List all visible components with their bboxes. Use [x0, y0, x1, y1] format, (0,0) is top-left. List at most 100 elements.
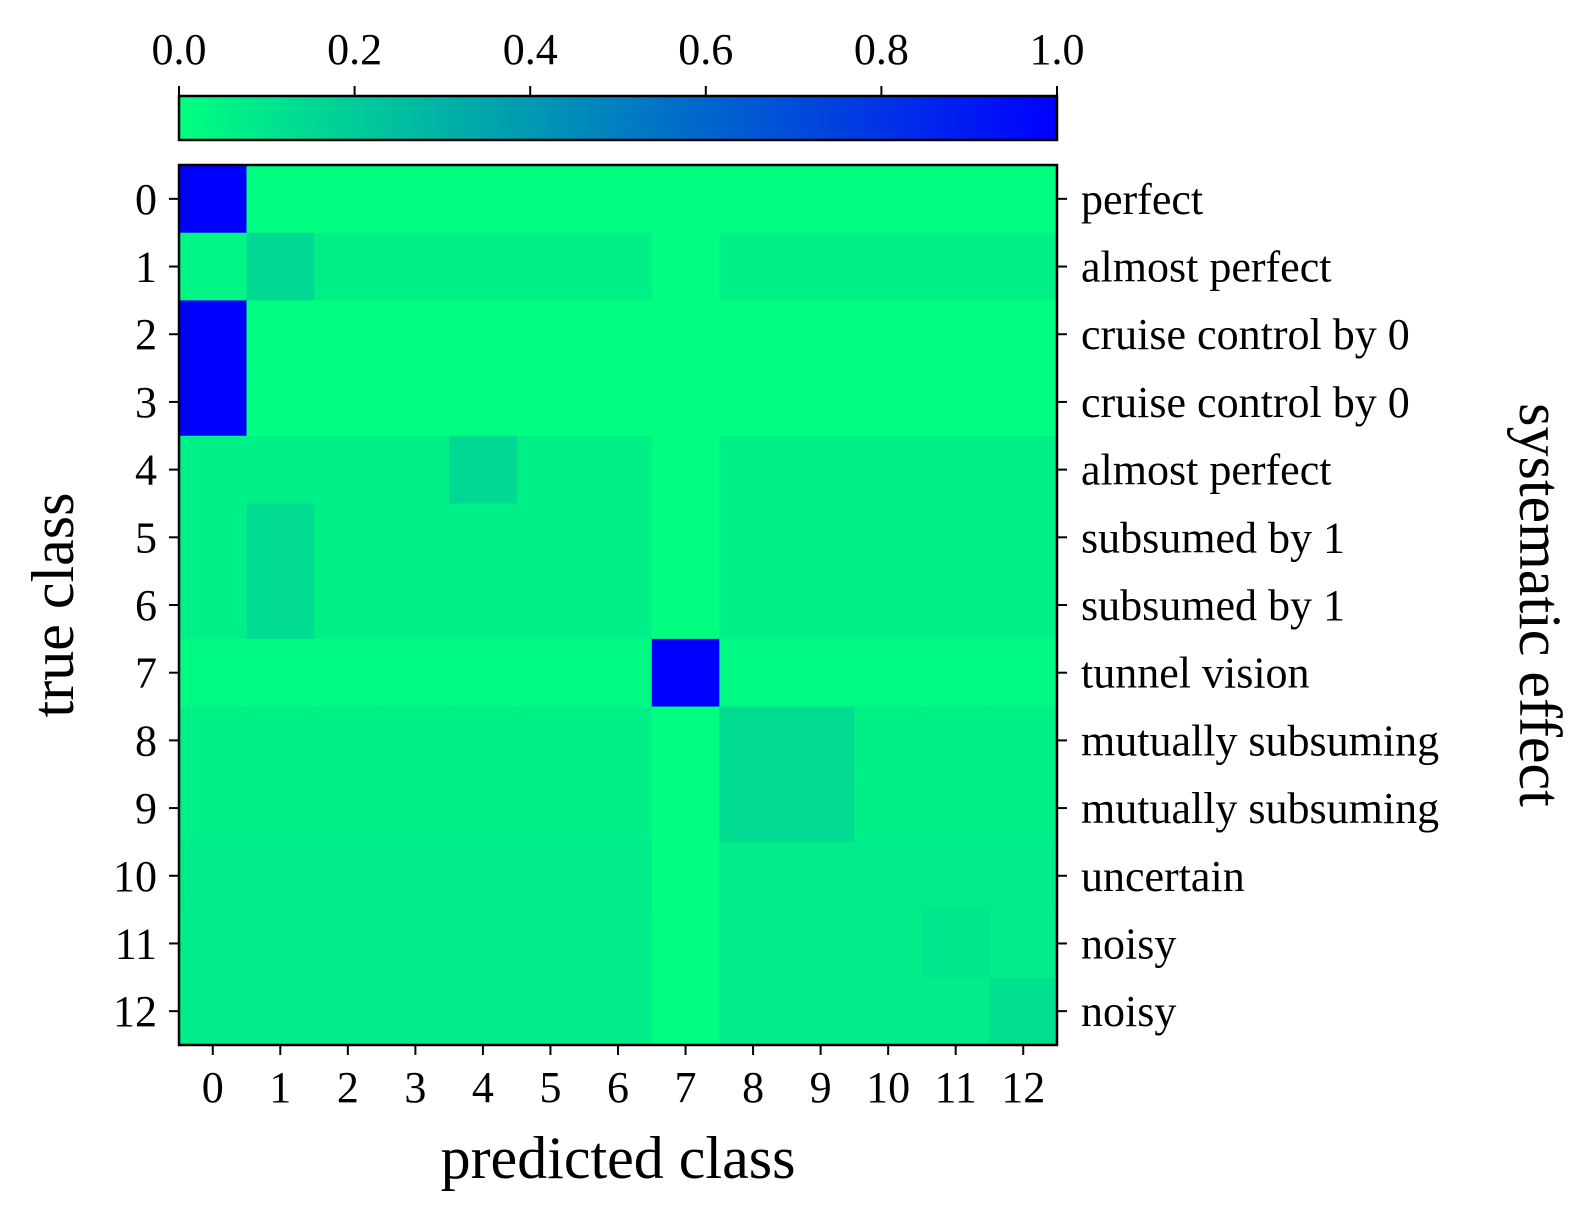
heatmap-cell — [854, 571, 923, 640]
x-tick-label: 10 — [866, 1063, 910, 1112]
heatmap-cell — [314, 774, 383, 843]
heatmap-cell — [246, 232, 315, 301]
heatmap-cell — [786, 706, 855, 775]
x-tick-label: 12 — [1001, 1063, 1045, 1112]
heatmap-cell — [651, 165, 720, 234]
heatmap-cell — [449, 300, 518, 369]
heatmap-cell — [516, 503, 585, 572]
heatmap-cell — [786, 909, 855, 978]
heatmap-cell — [314, 503, 383, 572]
y-tick-label: 6 — [135, 581, 157, 630]
heatmap-cell — [179, 165, 248, 234]
heatmap-cell — [584, 165, 653, 234]
heatmap-cell — [381, 300, 450, 369]
heatmap-cell — [651, 977, 720, 1046]
heatmap-cell — [584, 909, 653, 978]
heatmap-cell — [921, 841, 991, 911]
x-tick-label: 5 — [539, 1063, 561, 1112]
heatmap-cell — [786, 571, 855, 640]
heatmap-cell — [921, 774, 991, 843]
heatmap-cell — [449, 706, 518, 775]
heatmap-cell — [786, 774, 855, 843]
heatmap-cell — [719, 368, 788, 437]
heatmap-cell — [719, 503, 788, 572]
heatmap-cell — [989, 909, 1058, 978]
heatmap-cell — [314, 232, 383, 301]
heatmap-cell — [314, 638, 383, 708]
heatmap-cell — [314, 435, 383, 505]
x-tick-label: 0 — [202, 1063, 224, 1112]
x-tick-label: 4 — [472, 1063, 494, 1112]
heatmap-cell — [584, 300, 653, 369]
heatmap-cell — [854, 368, 923, 437]
heatmap-cell — [381, 977, 450, 1046]
heatmap-cell — [719, 706, 788, 775]
x-tick-label: 8 — [742, 1063, 764, 1112]
heatmap-cell — [786, 841, 855, 911]
heatmap-cell — [719, 841, 788, 911]
heatmap-cell — [449, 638, 518, 708]
heatmap-cell — [584, 232, 653, 301]
heatmap-cell — [854, 165, 923, 234]
heatmap-cell — [854, 977, 923, 1046]
y-tick-label: 0 — [135, 175, 157, 224]
heatmap-cell — [179, 977, 248, 1046]
heatmap-cell — [989, 232, 1058, 301]
heatmap-cell — [719, 977, 788, 1046]
heatmap-cell — [786, 638, 855, 708]
heatmap-cell — [786, 503, 855, 572]
heatmap-cell — [516, 638, 585, 708]
heatmap-cell — [584, 435, 653, 505]
y-tick-label: 8 — [135, 716, 157, 765]
heatmap-cell — [719, 300, 788, 369]
heatmap-cell — [651, 232, 720, 301]
heatmap-cell — [854, 706, 923, 775]
heatmap-cell — [314, 977, 383, 1046]
heatmap-cell — [381, 638, 450, 708]
heatmap-cell — [989, 774, 1058, 843]
heatmap-cell — [179, 503, 248, 572]
heatmap-cell — [719, 165, 788, 234]
heatmap-cell — [246, 774, 315, 843]
heatmap-cell — [989, 368, 1058, 437]
heatmap-cell — [246, 571, 315, 640]
effect-label: subsumed by 1 — [1081, 581, 1345, 630]
heatmap-cell — [381, 841, 450, 911]
heatmap-cell — [921, 165, 991, 234]
colorbar-fill — [177, 94, 1059, 142]
heatmap-cell — [584, 638, 653, 708]
heatmap-cell — [246, 503, 315, 572]
effect-label: noisy — [1081, 987, 1176, 1036]
heatmap-cell — [449, 774, 518, 843]
effect-label: tunnel vision — [1081, 649, 1310, 698]
heatmap-cell — [449, 841, 518, 911]
heatmap-cell — [516, 435, 585, 505]
heatmap-cell — [381, 774, 450, 843]
heatmap-cell — [314, 368, 383, 437]
heatmap-cell — [246, 368, 315, 437]
effect-label: noisy — [1081, 919, 1176, 968]
heatmap-cell — [516, 909, 585, 978]
colorbar-ticks: 0.0 0.2 0.4 0.6 0.8 1.0 — [152, 25, 1085, 96]
y-tick-label: 3 — [135, 378, 157, 427]
heatmap-cell — [516, 300, 585, 369]
heatmap-cell — [651, 638, 720, 708]
heatmap-cell — [516, 706, 585, 775]
colorbar-tick-label: 0.6 — [678, 25, 733, 74]
colorbar: 0.0 0.2 0.4 0.6 0.8 1.0 — [152, 25, 1085, 142]
heatmap-cell — [719, 571, 788, 640]
effect-label: cruise control by 0 — [1081, 378, 1410, 427]
heatmap-cell — [449, 909, 518, 978]
heatmap-cell — [719, 909, 788, 978]
heatmap-cell — [854, 774, 923, 843]
heatmap-cell — [179, 232, 248, 301]
heatmap-cell — [314, 571, 383, 640]
heatmap-cell — [246, 909, 315, 978]
heatmap-cell — [719, 435, 788, 505]
heatmap-cell — [786, 300, 855, 369]
y-tick-label: 9 — [135, 784, 157, 833]
heatmap-cell — [921, 706, 991, 775]
heatmap-cell — [516, 977, 585, 1046]
